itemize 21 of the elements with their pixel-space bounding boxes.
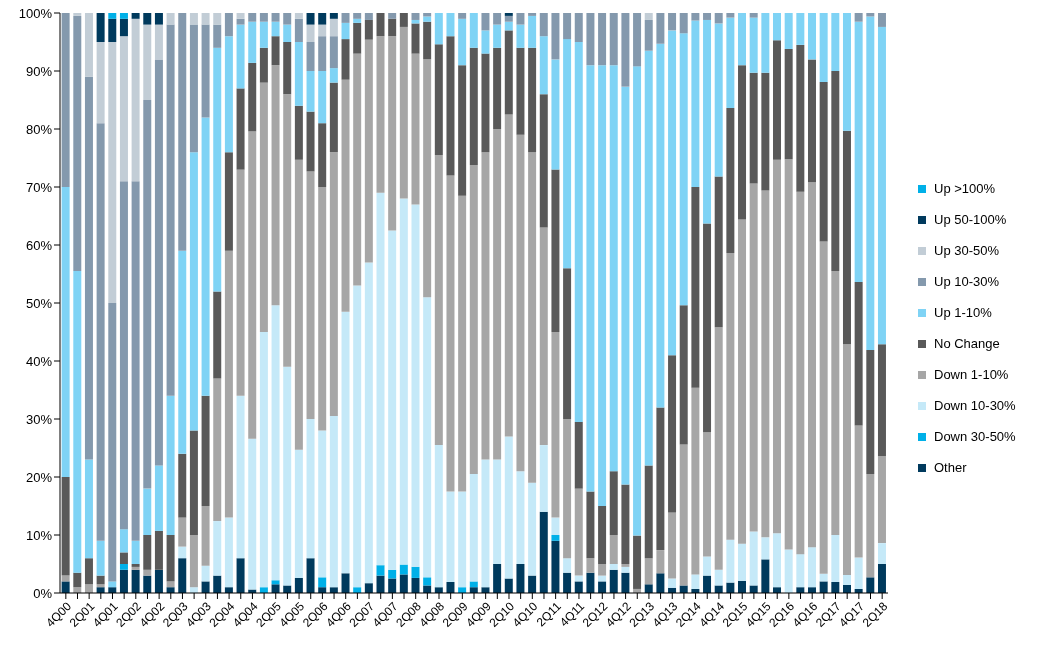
legend-label: Other <box>934 460 967 475</box>
legend-label: No Change <box>934 336 1000 351</box>
y-tick-label: 30% <box>25 411 53 427</box>
y-tick-label: 40% <box>25 353 53 369</box>
legend-label: Down 30-50% <box>934 429 1016 444</box>
y-tick-label: 50% <box>25 295 53 311</box>
y-tick-label: 90% <box>25 63 53 79</box>
legend-label: Up 1-10% <box>934 305 992 320</box>
legend-label: Up 10-30% <box>934 274 1000 289</box>
legend-label: Down 10-30% <box>934 398 1016 413</box>
y-tick-label: 80% <box>25 121 53 137</box>
y-tick-label: 10% <box>25 527 53 543</box>
legend-label: Up >100% <box>934 181 996 196</box>
legend-label: Up 50-100% <box>934 212 1007 227</box>
y-tick-label: 100% <box>18 5 53 21</box>
legend-label: Up 30-50% <box>934 243 1000 258</box>
legend-label: Down 1-10% <box>934 367 1009 382</box>
y-tick-label: 60% <box>25 237 53 253</box>
y-tick-label: 70% <box>25 179 53 195</box>
y-tick-label: 20% <box>25 469 53 485</box>
y-tick-label: 0% <box>33 585 53 601</box>
